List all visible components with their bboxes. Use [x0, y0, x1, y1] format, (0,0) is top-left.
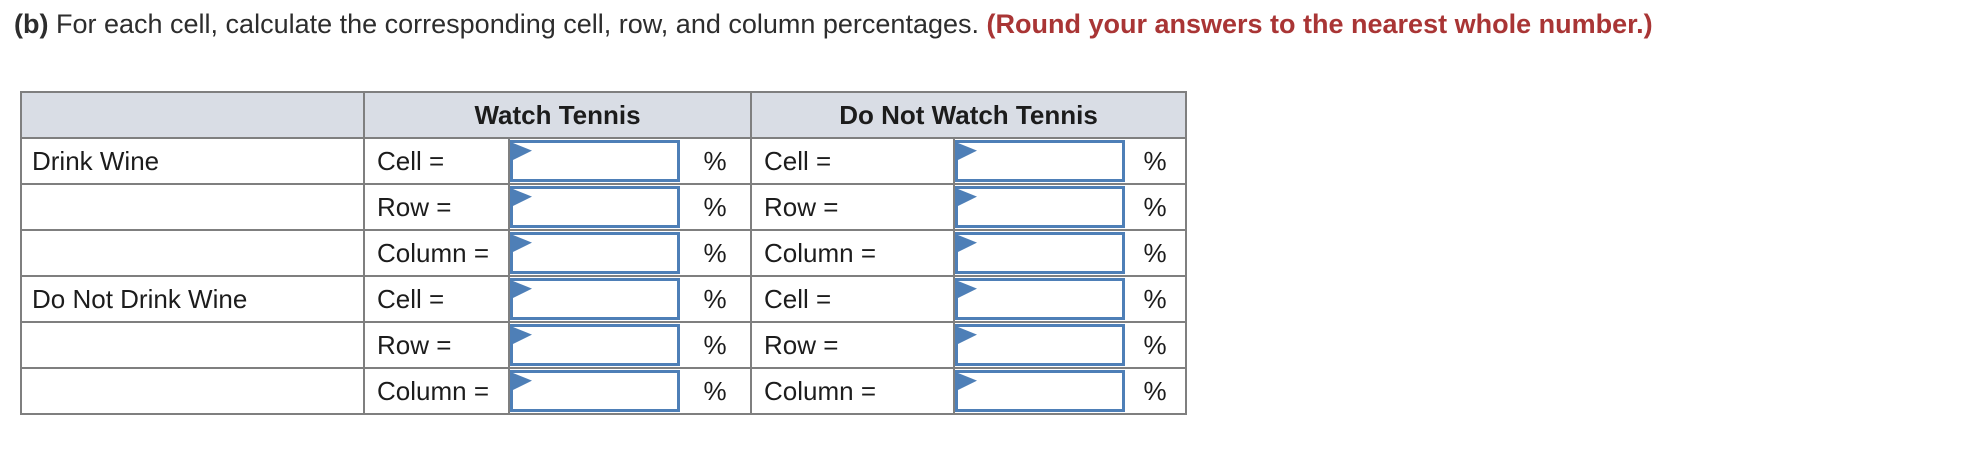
input-drink-wine-nowatch-column[interactable] — [955, 232, 1125, 274]
percent-sign: % — [1143, 191, 1167, 222]
input-no-drink-watch-column[interactable] — [510, 370, 680, 412]
percent-sign: % — [703, 329, 727, 360]
input-drink-wine-watch-cell[interactable] — [510, 140, 680, 182]
rounding-note: (Round your answers to the nearest whole… — [986, 9, 1653, 39]
metric-label: Column = — [750, 367, 955, 415]
question-page: (b) For each cell, calculate the corresp… — [14, 7, 1986, 415]
percent-sign: % — [703, 191, 727, 222]
table-row: Drink Wine Cell = % Cell = % — [20, 137, 1188, 185]
metric-label: Column = — [363, 367, 510, 415]
input-no-drink-watch-row[interactable] — [510, 324, 680, 366]
percentages-table: Watch Tennis Do Not Watch Tennis Drink W… — [20, 91, 1188, 415]
input-no-drink-nowatch-cell[interactable] — [955, 278, 1125, 320]
metric-label: Cell = — [750, 275, 955, 323]
input-drink-wine-nowatch-row[interactable] — [955, 186, 1125, 228]
header-row: Watch Tennis Do Not Watch Tennis — [20, 91, 1188, 139]
table-row: Row = % Row = % — [20, 183, 1188, 231]
metric-label: Cell = — [750, 137, 955, 185]
table-row: Row = % Row = % — [20, 321, 1188, 369]
row-label-do-not-drink-wine: Do Not Drink Wine — [20, 275, 365, 323]
metric-label: Column = — [363, 229, 510, 277]
input-no-drink-nowatch-column[interactable] — [955, 370, 1125, 412]
metric-label: Cell = — [363, 275, 510, 323]
table-row: Column = % Column = % — [20, 367, 1188, 415]
percent-sign: % — [1143, 329, 1167, 360]
row-label-empty — [20, 229, 365, 277]
table-row: Do Not Drink Wine Cell = % Cell = % — [20, 275, 1188, 323]
header-do-not-watch-tennis: Do Not Watch Tennis — [749, 91, 1188, 139]
metric-label: Row = — [363, 183, 510, 231]
percent-sign: % — [1143, 237, 1167, 268]
metric-label: Row = — [363, 321, 510, 369]
percent-sign: % — [703, 375, 727, 406]
table-row: Column = % Column = % — [20, 229, 1188, 277]
percent-sign: % — [703, 237, 727, 268]
metric-label: Cell = — [363, 137, 510, 185]
row-label-empty — [20, 183, 365, 231]
input-no-drink-watch-cell[interactable] — [510, 278, 680, 320]
question-part-label: (b) — [14, 9, 49, 39]
question-body: For each cell, calculate the correspondi… — [48, 9, 987, 39]
metric-label: Column = — [750, 229, 955, 277]
metric-label: Row = — [750, 321, 955, 369]
percent-sign: % — [703, 283, 727, 314]
percent-sign: % — [1143, 375, 1167, 406]
percent-sign: % — [703, 145, 727, 176]
row-label-empty — [20, 321, 365, 369]
input-no-drink-nowatch-row[interactable] — [955, 324, 1125, 366]
input-drink-wine-nowatch-cell[interactable] — [955, 140, 1125, 182]
header-empty-cell — [20, 91, 365, 139]
input-drink-wine-watch-row[interactable] — [510, 186, 680, 228]
header-watch-tennis: Watch Tennis — [363, 91, 752, 139]
question-text: (b) For each cell, calculate the corresp… — [14, 7, 1986, 41]
percent-sign: % — [1143, 283, 1167, 314]
row-label-empty — [20, 367, 365, 415]
row-label-drink-wine: Drink Wine — [20, 137, 365, 185]
input-drink-wine-watch-column[interactable] — [510, 232, 680, 274]
metric-label: Row = — [750, 183, 955, 231]
percent-sign: % — [1143, 145, 1167, 176]
